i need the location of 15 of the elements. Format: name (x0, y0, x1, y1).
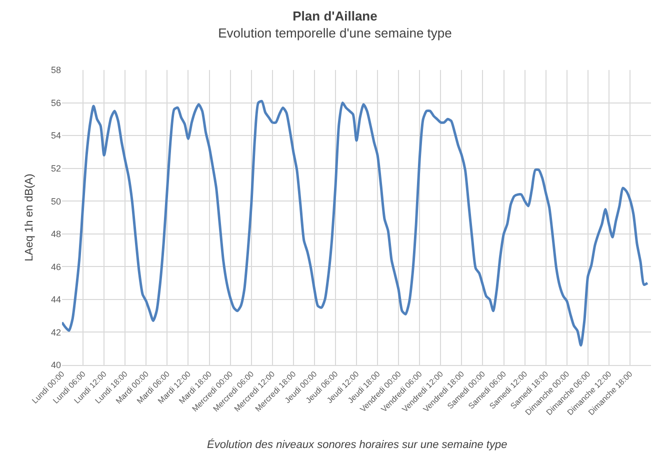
y-tick-label: 48 (50, 229, 61, 240)
y-tick-label: 52 (50, 163, 61, 174)
text: Évolution des niveaux sonores horaires sur une semaine type (207, 438, 508, 451)
y-tick-label: 50 (50, 196, 61, 206)
y-tick-label: 54 (50, 130, 61, 141)
y-tick-label: 46 (50, 262, 61, 272)
chart-subtitle: Evolution temporelle d'une semaine type (218, 26, 452, 41)
y-tick-label: 42 (50, 327, 61, 338)
y-tick-label: 56 (50, 98, 61, 108)
y-axis-title: LAeq 1h en dB(A) (24, 174, 36, 262)
chart-title: Plan d'Aillane (292, 8, 378, 24)
y-tick-label: 40 (50, 360, 61, 370)
line-series (62, 100, 649, 347)
y-tick-label: 58 (50, 65, 61, 76)
y-tick-label: 44 (50, 294, 61, 305)
